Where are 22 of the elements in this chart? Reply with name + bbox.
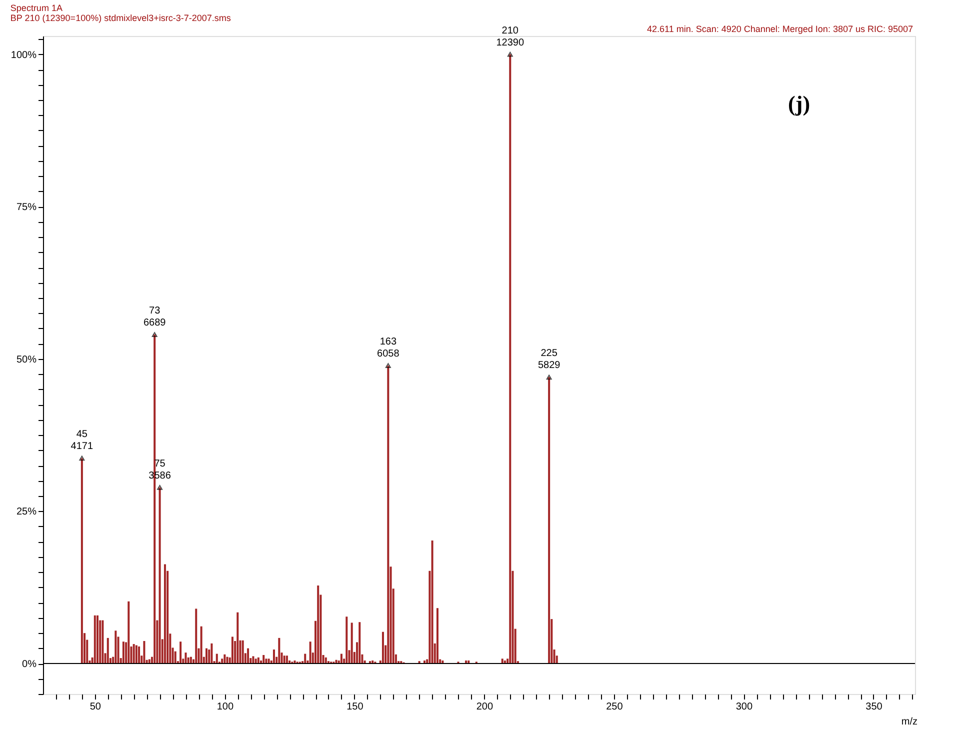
chart-subtitle: BP 210 (12390=100%) stdmixlevel3+isrc-3-7-2007.sms <box>10 13 232 23</box>
y-tick-label: 25% <box>16 506 37 518</box>
annotation: (j) <box>788 91 810 116</box>
x-tick-label: 100 <box>216 702 234 712</box>
annotation: 163 6058 <box>377 336 400 360</box>
y-tick-label: 100% <box>10 50 37 61</box>
annotation: 210 12390 <box>496 25 524 48</box>
x-tick-label: 150 <box>346 702 364 712</box>
x-axis-title: m/z <box>901 716 918 728</box>
chart-title: Spectrum 1A <box>10 3 62 13</box>
x-tick-label: 300 <box>736 702 753 712</box>
y-tick-label: 75% <box>16 202 37 214</box>
y-tick-label: 0% <box>22 659 37 670</box>
x-tick-label: 200 <box>476 702 494 712</box>
annotation: 45 4171 <box>70 429 94 452</box>
x-tick-label: 350 <box>866 702 883 712</box>
annotation: 225 5829 <box>538 348 561 372</box>
x-tick-label: 250 <box>606 702 624 712</box>
x-tick-label: 50 <box>90 702 102 712</box>
annotation: 73 6689 <box>143 306 166 329</box>
y-tick-label: 50% <box>16 354 37 366</box>
text: 42.611 min. Scan: 4920 Channel: Merged Ion: 3807 us RIC: 95007 <box>646 24 913 34</box>
